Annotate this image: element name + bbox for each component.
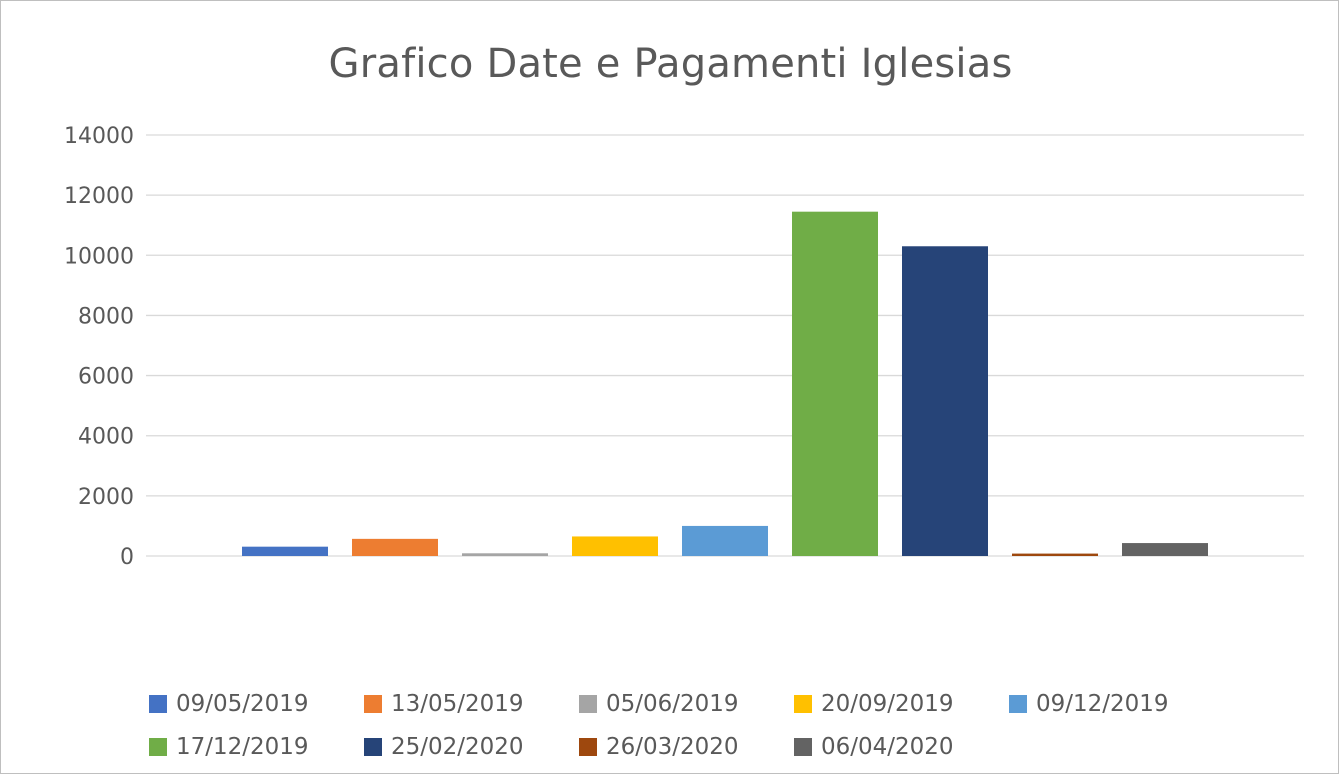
chart-title: Grafico Date e Pagamenti Iglesias [328, 41, 1013, 87]
y-tick-label: 12000 [64, 184, 134, 209]
bar-13/05/2019 [352, 538, 438, 556]
bar-20/09/2019 [572, 536, 658, 556]
bar-09/05/2019 [242, 546, 328, 556]
legend-swatch [794, 737, 812, 756]
legend-label: 26/03/2020 [606, 733, 739, 760]
legend-swatch [149, 737, 167, 756]
legend-item: 05/06/2019 [579, 687, 794, 720]
y-tick-label: 4000 [78, 425, 134, 450]
y-tick-label: 8000 [78, 304, 134, 329]
legend-item: 25/02/2020 [364, 730, 579, 763]
legend-swatch [364, 694, 382, 713]
legend-swatch [579, 694, 597, 713]
y-tick-label: 0 [120, 545, 134, 570]
legend-swatch [149, 694, 167, 713]
legend: 09/05/2019 13/05/2019 05/06/2019 20/09/2019… [149, 687, 1249, 763]
bar-26/03/2020 [1012, 553, 1098, 556]
legend-item: 26/03/2020 [579, 730, 794, 763]
y-tick-label: 6000 [78, 365, 134, 390]
legend-label: 06/04/2020 [821, 733, 954, 760]
legend-item: 09/12/2019 [1009, 687, 1224, 720]
bar-06/04/2020 [1122, 543, 1208, 556]
legend-label: 09/12/2019 [1036, 690, 1169, 717]
legend-item: 06/04/2020 [794, 730, 1009, 763]
bar-09/12/2019 [682, 525, 768, 556]
legend-label: 17/12/2019 [176, 733, 309, 760]
legend-label: 09/05/2019 [176, 690, 309, 717]
legend-item: 13/05/2019 [364, 687, 579, 720]
legend-item: 17/12/2019 [149, 730, 364, 763]
bar-25/02/2020 [902, 246, 988, 556]
plot-area: 0 2000 4000 6000 8000 10000 12000 14000 [64, 124, 1304, 570]
legend-label: 20/09/2019 [821, 690, 954, 717]
bar-05/06/2019 [462, 553, 548, 556]
legend-item: 09/05/2019 [149, 687, 364, 720]
legend-label: 05/06/2019 [606, 690, 739, 717]
bar-17/12/2019 [792, 211, 878, 557]
legend-label: 13/05/2019 [391, 690, 524, 717]
legend-item: 20/09/2019 [794, 687, 1009, 720]
legend-swatch [794, 694, 812, 713]
legend-swatch [364, 737, 382, 756]
legend-label: 25/02/2020 [391, 733, 524, 760]
y-tick-label: 10000 [64, 244, 134, 269]
legend-swatch [579, 737, 597, 756]
y-tick-label: 14000 [64, 124, 134, 149]
y-tick-label: 2000 [78, 485, 134, 510]
legend-swatch [1009, 694, 1027, 713]
